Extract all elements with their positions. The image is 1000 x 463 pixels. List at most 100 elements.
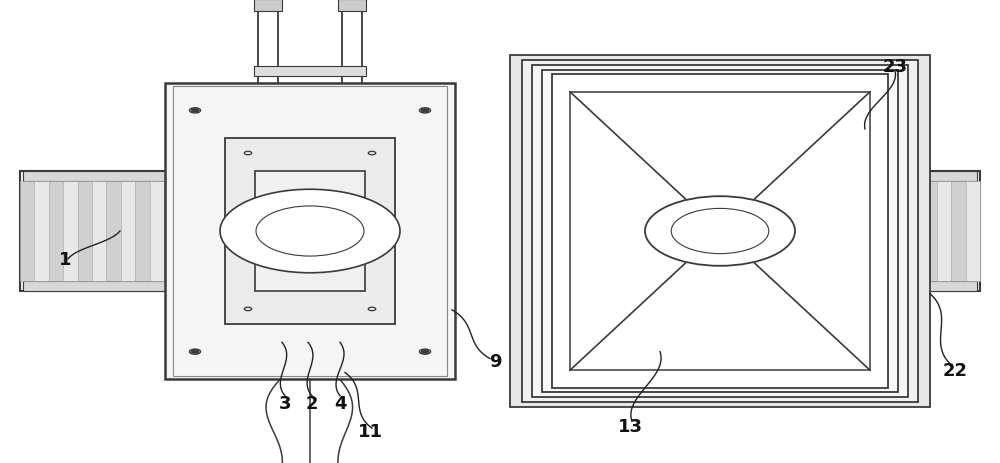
Bar [165, 83, 455, 380]
Bar [879, 181, 894, 282]
Bar [532, 66, 908, 397]
Bar [308, 181, 322, 282]
Text: 11: 11 [358, 422, 382, 439]
Bar [635, 181, 649, 282]
Text: 2: 2 [306, 394, 318, 412]
Bar [236, 181, 250, 282]
Bar [294, 181, 308, 282]
Bar [678, 181, 692, 282]
Circle shape [191, 350, 199, 354]
Bar [510, 56, 930, 407]
Bar [279, 181, 294, 282]
Circle shape [189, 349, 201, 355]
Bar [193, 181, 207, 282]
Bar [337, 181, 351, 282]
Bar [736, 181, 750, 282]
Bar [563, 181, 578, 282]
Bar [135, 181, 150, 282]
Bar [664, 181, 678, 282]
Bar [338, 0, 366, 12]
Circle shape [419, 349, 431, 355]
Circle shape [244, 152, 252, 156]
Circle shape [368, 152, 376, 156]
Bar [606, 181, 621, 282]
Bar [692, 181, 707, 282]
Bar [222, 181, 236, 282]
Bar [592, 181, 606, 282]
Bar [34, 181, 49, 282]
Bar [534, 181, 549, 282]
Circle shape [256, 206, 364, 257]
Circle shape [419, 108, 431, 114]
Bar [721, 181, 736, 282]
Bar [649, 181, 664, 282]
Text: 23: 23 [883, 58, 908, 76]
Text: 13: 13 [618, 417, 642, 435]
Bar [255, 171, 365, 292]
Bar [966, 181, 980, 282]
Bar [764, 181, 779, 282]
Bar [570, 93, 870, 370]
Circle shape [189, 108, 201, 114]
Bar [106, 181, 121, 282]
Bar [63, 181, 78, 282]
Circle shape [645, 197, 795, 266]
Bar [549, 181, 563, 282]
Bar [173, 87, 447, 376]
Bar [621, 181, 635, 282]
Bar [937, 181, 951, 282]
Bar [522, 61, 918, 402]
Bar [578, 181, 592, 282]
Circle shape [421, 350, 429, 354]
Bar [707, 181, 721, 282]
Bar [207, 181, 222, 282]
Bar [750, 181, 764, 282]
Bar [20, 181, 34, 282]
Bar [922, 181, 937, 282]
Bar [250, 181, 265, 282]
Circle shape [671, 209, 769, 254]
Bar [552, 75, 888, 388]
Bar [178, 181, 193, 282]
Bar [164, 181, 178, 282]
Bar [78, 181, 92, 282]
Bar [808, 181, 822, 282]
Circle shape [244, 307, 252, 311]
Bar [793, 181, 808, 282]
Bar [150, 181, 164, 282]
Bar [366, 181, 380, 282]
Bar [225, 139, 395, 324]
Bar [23, 282, 377, 292]
Bar [254, 0, 282, 12]
Circle shape [220, 190, 400, 273]
Bar [23, 171, 377, 181]
Circle shape [191, 109, 199, 113]
Bar [851, 181, 865, 282]
Bar [520, 181, 534, 282]
Bar [542, 70, 898, 393]
Bar [523, 282, 977, 292]
Circle shape [368, 307, 376, 311]
Bar [520, 171, 980, 292]
Text: 1: 1 [59, 250, 71, 268]
Bar [121, 181, 135, 282]
Text: 3: 3 [279, 394, 291, 412]
Circle shape [421, 109, 429, 113]
Bar [254, 67, 366, 76]
Bar [951, 181, 966, 282]
Text: 22: 22 [942, 362, 968, 379]
Bar [779, 181, 793, 282]
Bar [908, 181, 922, 282]
Bar [20, 171, 380, 292]
Text: 4: 4 [334, 394, 346, 412]
Bar [836, 181, 851, 282]
Bar [894, 181, 908, 282]
Bar [49, 181, 63, 282]
Bar [523, 171, 977, 181]
Text: 9: 9 [489, 352, 501, 370]
Bar [822, 181, 836, 282]
Bar [92, 181, 106, 282]
Bar [865, 181, 879, 282]
Bar [351, 181, 366, 282]
Bar [265, 181, 279, 282]
